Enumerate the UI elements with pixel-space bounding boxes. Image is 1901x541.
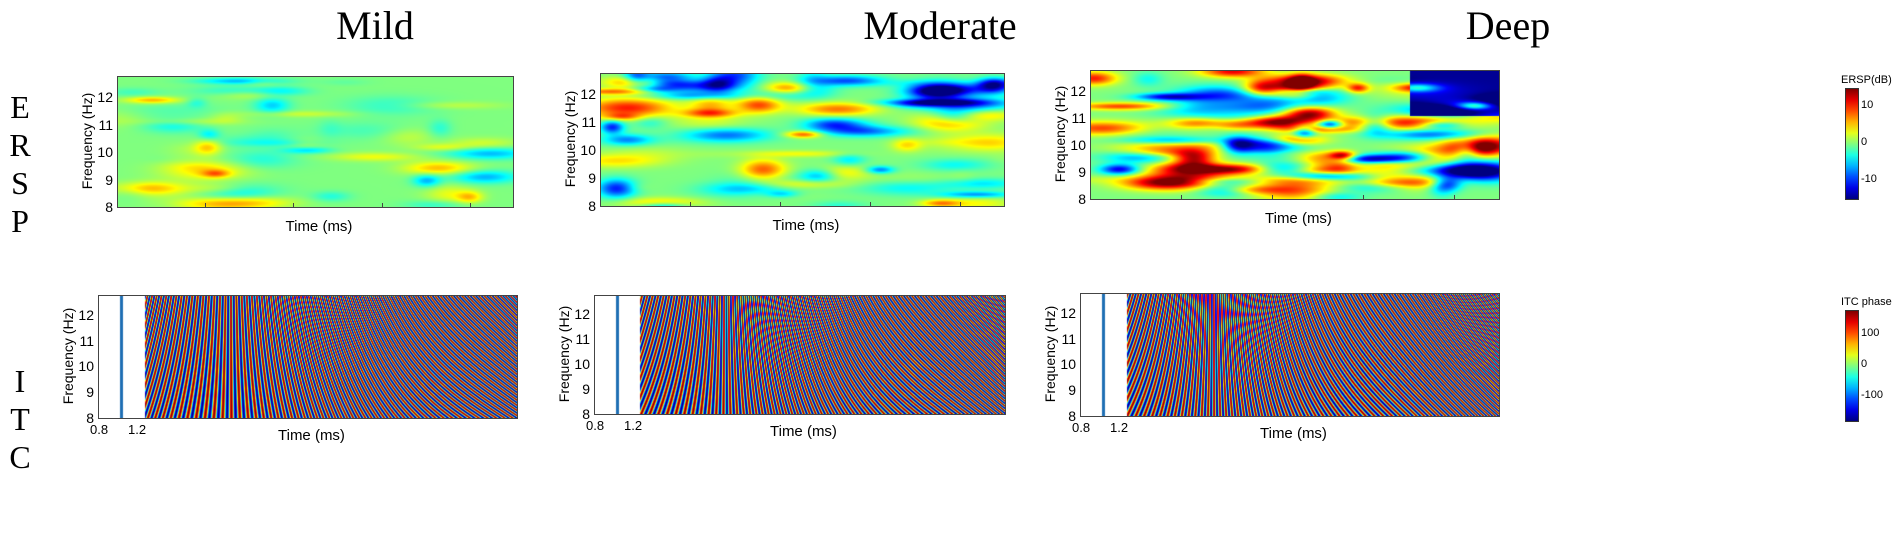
row-letter: P (11, 203, 29, 239)
row-letter: I (14, 363, 26, 399)
y-tick-label: 10 (574, 356, 590, 372)
y-tick-label: 9 (105, 171, 113, 188)
y-tick-label: 10 (580, 142, 596, 159)
y-tick-label: 8 (1068, 408, 1076, 424)
row-label-itc: I T C (0, 362, 40, 476)
x-tick-mark (293, 203, 295, 208)
colorbar-tick-label: 10 (1861, 99, 1874, 112)
y-tick-label: 8 (1078, 191, 1086, 207)
y-tick-label: 8 (86, 410, 94, 426)
itc-colorbar (1845, 310, 1859, 422)
x-tick-label: 1.2 (624, 418, 643, 433)
y-tick-label: 11 (79, 332, 94, 349)
column-title-deep: Deep (1465, 3, 1551, 48)
x-tick-mark (870, 202, 871, 207)
y-tick-label: 9 (1068, 382, 1076, 399)
x-axis-label: Time (ms) (1265, 210, 1332, 227)
x-tick-label: 0.8 (1072, 420, 1091, 435)
y-tick-label: 8 (105, 199, 113, 215)
x-tick-label: 0.8 (90, 422, 109, 437)
itc-heatmap-canvas (99, 296, 517, 418)
x-axis-label: Time (ms) (285, 218, 353, 235)
y-tick-label: 11 (1071, 109, 1086, 126)
row-letter: E (10, 89, 30, 125)
ersp-colorbar-title: ERSP(dB) (1841, 74, 1892, 86)
x-tick-mark (1181, 195, 1183, 200)
x-axis-label: Time (ms) (278, 427, 345, 444)
ersp-heatmap (1090, 70, 1500, 200)
itc-heatmap (1080, 293, 1500, 417)
y-tick-label: 8 (588, 198, 596, 214)
y-tick-label: 9 (588, 170, 596, 187)
ersp-heatmap-canvas (118, 77, 513, 207)
itc-heatmap-canvas (595, 296, 1005, 414)
ersp-heatmap (117, 76, 514, 208)
x-axis-label: Time (ms) (772, 217, 840, 234)
y-tick-label: 12 (97, 89, 113, 105)
y-tick-label: 10 (78, 358, 94, 375)
ersp-heatmap (600, 73, 1005, 207)
colorbar-tick-label: 100 (1861, 327, 1880, 340)
x-tick-mark (1363, 195, 1365, 200)
y-tick-label: 10 (1070, 136, 1086, 153)
x-tick-mark (690, 202, 691, 207)
x-axis-label: Time (ms) (1260, 425, 1327, 442)
y-tick-label: 12 (574, 306, 590, 322)
itc-colorbar-title: ITC phase (1841, 296, 1892, 308)
x-tick-label: 0.8 (586, 418, 605, 433)
itc-heatmap (98, 295, 518, 419)
y-tick-label: 11 (575, 331, 590, 347)
row-letter: R (9, 127, 31, 163)
itc-heatmap (594, 295, 1006, 415)
x-tick-label: 1.2 (1110, 420, 1129, 435)
y-tick-label: 10 (1060, 356, 1076, 373)
row-letter: C (9, 439, 31, 475)
ersp-heatmap-canvas (1091, 71, 1499, 199)
x-tick-mark (469, 203, 471, 208)
colorbar-tick-label: 0 (1861, 136, 1868, 148)
y-tick-label: 8 (582, 406, 590, 422)
y-tick-label: 9 (86, 384, 94, 401)
row-label-ersp: E R S P (0, 88, 40, 240)
x-axis-label: Time (ms) (770, 423, 837, 440)
row-letter: T (10, 401, 30, 437)
x-tick-mark (1454, 195, 1456, 200)
column-title-moderate: Moderate (863, 3, 1017, 48)
y-tick-label: 12 (1070, 82, 1086, 99)
y-tick-label: 10 (97, 144, 113, 160)
y-tick-label: 12 (580, 86, 596, 103)
y-tick-label: 11 (1061, 330, 1076, 347)
colorbar-tick-label: 0 (1861, 358, 1868, 370)
x-tick-mark (1272, 195, 1274, 200)
x-tick-mark (960, 202, 961, 207)
column-title-mild: Mild (336, 3, 414, 48)
y-tick-label: 9 (1078, 163, 1086, 180)
colorbar-tick-label: -10 (1861, 172, 1877, 185)
y-tick-label: 9 (582, 381, 590, 397)
colorbar-tick-label: -100 (1861, 388, 1884, 401)
itc-heatmap-canvas (1081, 294, 1499, 416)
row-letter: S (11, 165, 29, 201)
x-tick-mark (381, 203, 383, 208)
ersp-colorbar (1845, 88, 1859, 200)
y-tick-label: 12 (1060, 304, 1076, 321)
y-tick-label: 11 (581, 114, 596, 131)
y-tick-label: 12 (78, 306, 94, 323)
x-tick-label: 1.2 (128, 422, 147, 437)
y-tick-label: 11 (98, 116, 113, 133)
x-tick-mark (205, 203, 207, 208)
ersp-heatmap-canvas (601, 74, 1004, 206)
x-tick-mark (780, 202, 781, 207)
